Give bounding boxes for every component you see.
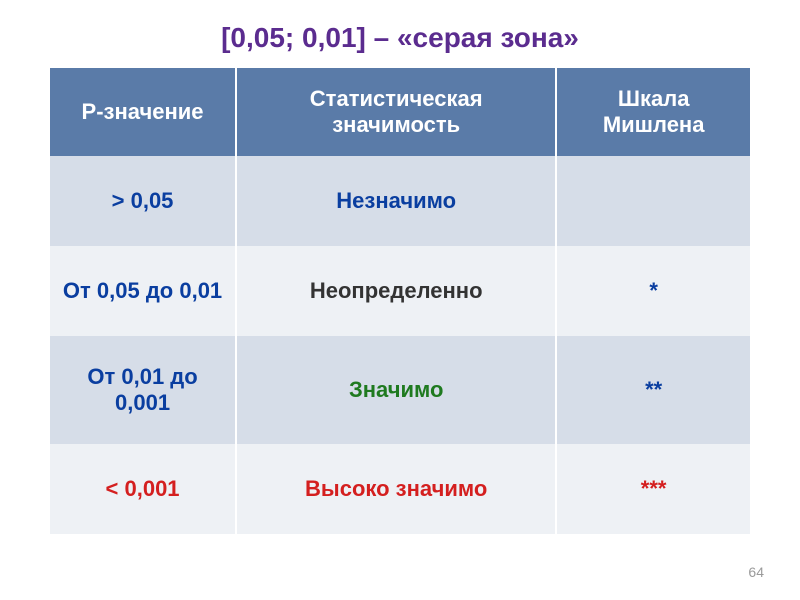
table-row: От 0,01 до 0,001 Значимо ** bbox=[50, 336, 750, 444]
col-header-michlen: Шкала Мишлена bbox=[556, 68, 750, 156]
cell-pvalue: От 0,05 до 0,01 bbox=[50, 246, 236, 336]
cell-significance: Незначимо bbox=[236, 156, 556, 246]
cell-michlen bbox=[556, 156, 750, 246]
significance-table-container: P-значение Статистическая значимость Шка… bbox=[0, 68, 800, 534]
col-header-pvalue: P-значение bbox=[50, 68, 236, 156]
cell-significance: Значимо bbox=[236, 336, 556, 444]
table-row: < 0,001 Высоко значимо *** bbox=[50, 444, 750, 534]
cell-michlen: * bbox=[556, 246, 750, 336]
table-row: От 0,05 до 0,01 Неопределенно * bbox=[50, 246, 750, 336]
cell-significance: Неопределенно bbox=[236, 246, 556, 336]
page-title: [0,05; 0,01] – «серая зона» bbox=[0, 0, 800, 68]
table-header-row: P-значение Статистическая значимость Шка… bbox=[50, 68, 750, 156]
cell-michlen: ** bbox=[556, 336, 750, 444]
page-number: 64 bbox=[748, 564, 764, 580]
table-row: > 0,05 Незначимо bbox=[50, 156, 750, 246]
cell-significance: Высоко значимо bbox=[236, 444, 556, 534]
col-header-significance: Статистическая значимость bbox=[236, 68, 556, 156]
cell-pvalue: От 0,01 до 0,001 bbox=[50, 336, 236, 444]
cell-pvalue: < 0,001 bbox=[50, 444, 236, 534]
significance-table: P-значение Статистическая значимость Шка… bbox=[50, 68, 750, 534]
cell-michlen: *** bbox=[556, 444, 750, 534]
cell-pvalue: > 0,05 bbox=[50, 156, 236, 246]
